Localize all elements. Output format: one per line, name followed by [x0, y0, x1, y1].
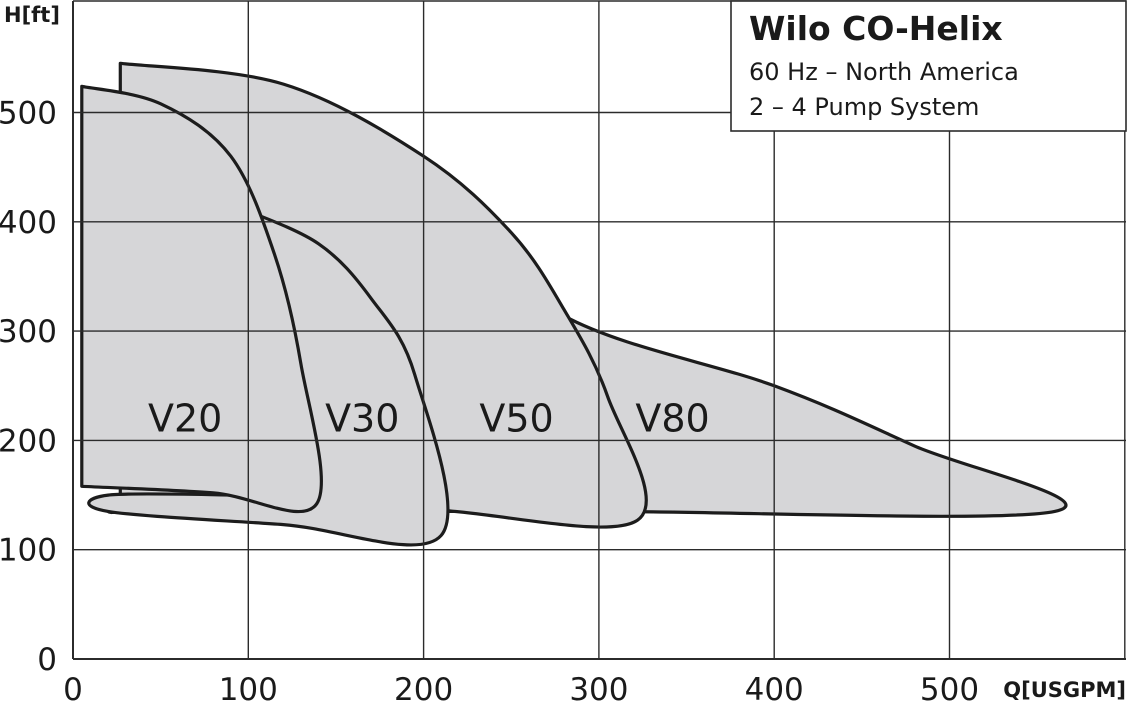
- curve-labels: V80 V50 V30 V20: [148, 397, 710, 441]
- legend-box: Wilo CO-Helix 60 Hz – North America 2 – …: [730, 0, 1127, 132]
- curve-label-v30: V30: [325, 397, 399, 441]
- curve-area-v20: [80, 84, 324, 514]
- pump-curve-areas: [80, 61, 1068, 547]
- x-tick-label-300: 300: [569, 672, 628, 708]
- x-tick-label-200: 200: [394, 672, 453, 708]
- y-tick-label-400: 400: [0, 205, 57, 241]
- y-axis-label: H[ft]: [4, 3, 60, 27]
- y-tick-label-500: 500: [0, 96, 57, 132]
- y-axis-ticks: 0 100 200 300 400 500: [0, 96, 57, 679]
- curve-label-v50: V50: [479, 397, 553, 441]
- y-tick-label-300: 300: [0, 314, 57, 350]
- legend-line-system: 2 – 4 Pump System: [749, 93, 979, 121]
- curve-label-v20: V20: [148, 397, 222, 441]
- y-tick-label-200: 200: [0, 423, 57, 459]
- x-tick-label-400: 400: [745, 672, 804, 708]
- x-tick-label-100: 100: [219, 672, 278, 708]
- legend-title: Wilo CO-Helix: [749, 9, 1003, 48]
- x-tick-label-500: 500: [920, 672, 979, 708]
- y-tick-label-100: 100: [0, 533, 57, 569]
- legend-frame: [730, 0, 1127, 132]
- x-tick-label-0: 0: [63, 672, 83, 708]
- legend-line-frequency: 60 Hz – North America: [749, 58, 1019, 86]
- x-axis-ticks: 0 100 200 300 400 500: [63, 672, 979, 708]
- curve-label-v80: V80: [635, 397, 709, 441]
- y-tick-label-0: 0: [37, 642, 57, 678]
- x-axis-label: Q[USGPM]: [1003, 678, 1126, 702]
